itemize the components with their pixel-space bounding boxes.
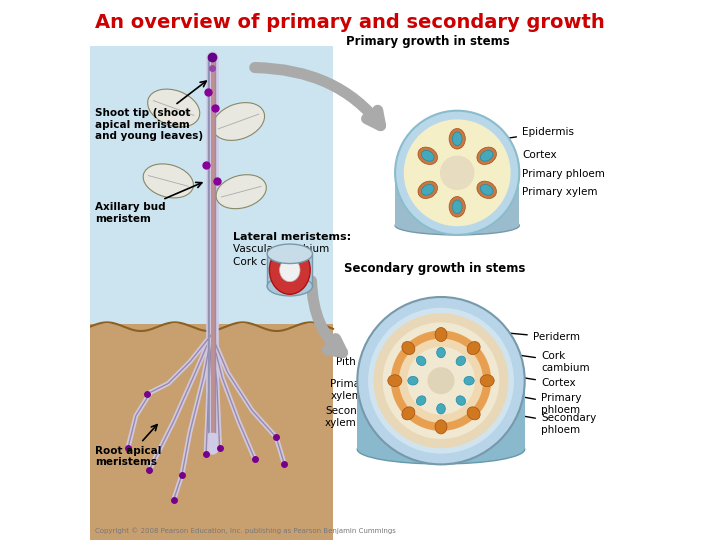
Text: Axillary bud
meristem: Axillary bud meristem [95,183,202,224]
Circle shape [395,111,519,235]
Text: An overview of primary and secondary growth: An overview of primary and secondary gro… [95,14,605,32]
Circle shape [404,119,510,226]
Ellipse shape [421,185,434,195]
Ellipse shape [435,327,447,342]
Ellipse shape [416,396,426,406]
Ellipse shape [477,147,496,165]
Ellipse shape [449,129,465,149]
Circle shape [399,339,483,423]
FancyBboxPatch shape [267,254,312,286]
Ellipse shape [477,181,496,199]
Text: Cork
cambium: Cork cambium [513,351,590,373]
Text: Root apical
meristems: Root apical meristems [95,424,162,467]
FancyBboxPatch shape [395,173,519,226]
Ellipse shape [416,356,426,366]
Text: Secondary
xylem: Secondary xylem [325,406,413,428]
Text: Vascular cambium: Vascular cambium [371,442,467,456]
Ellipse shape [467,342,480,355]
Ellipse shape [267,244,312,264]
Text: Primary phloem: Primary phloem [480,165,605,179]
Circle shape [440,156,474,190]
FancyBboxPatch shape [90,324,333,540]
Ellipse shape [436,348,445,357]
Text: Epidermis: Epidermis [497,127,574,141]
Ellipse shape [480,151,493,161]
Ellipse shape [436,404,445,414]
Ellipse shape [388,375,402,387]
Ellipse shape [418,181,438,199]
Ellipse shape [452,132,462,145]
Text: Primary
xylem: Primary xylem [330,379,414,401]
Ellipse shape [216,175,266,208]
Ellipse shape [212,103,264,140]
Ellipse shape [435,420,447,434]
Text: Secondary growth in stems: Secondary growth in stems [344,262,525,275]
Text: Shoot tip (shoot
apical meristem
and young leaves): Shoot tip (shoot apical meristem and you… [95,81,206,141]
Text: Primary xylem: Primary xylem [474,179,598,197]
Circle shape [383,322,500,439]
Ellipse shape [452,200,462,213]
Ellipse shape [408,376,418,385]
Text: Vascular cambium: Vascular cambium [233,245,329,260]
Circle shape [391,330,491,431]
Ellipse shape [456,396,466,406]
Ellipse shape [143,164,194,198]
Text: Cork cambium: Cork cambium [233,257,309,273]
Ellipse shape [480,375,494,387]
Text: Periderm: Periderm [502,330,580,342]
Ellipse shape [464,376,474,385]
Text: Lateral meristems:: Lateral meristems: [233,232,351,241]
Text: Primary growth in stems: Primary growth in stems [346,35,510,48]
Ellipse shape [402,342,415,355]
Ellipse shape [418,147,438,165]
Text: Pith: Pith [464,197,507,211]
Circle shape [357,297,525,464]
Text: Copyright © 2008 Pearson Education, Inc. publishing as Pearson Benjamin Cummings: Copyright © 2008 Pearson Education, Inc.… [95,527,396,534]
Circle shape [428,367,454,394]
Ellipse shape [269,246,310,294]
Text: Pith: Pith [336,357,415,374]
Text: Secondary
phloem: Secondary phloem [510,412,596,435]
FancyBboxPatch shape [357,381,525,449]
Ellipse shape [395,216,519,235]
Ellipse shape [456,356,466,366]
Ellipse shape [480,185,493,195]
Ellipse shape [279,258,300,282]
Circle shape [368,308,514,454]
Circle shape [374,313,508,448]
Ellipse shape [402,407,415,420]
Text: Primary
phloem: Primary phloem [512,393,582,415]
Ellipse shape [467,407,480,420]
Ellipse shape [421,151,434,161]
Text: Cortex: Cortex [513,374,575,388]
Ellipse shape [449,197,465,217]
Text: Cortex: Cortex [491,150,557,160]
FancyBboxPatch shape [90,46,333,335]
Circle shape [407,347,475,415]
Ellipse shape [267,276,312,296]
Ellipse shape [148,89,199,127]
Ellipse shape [357,435,525,464]
